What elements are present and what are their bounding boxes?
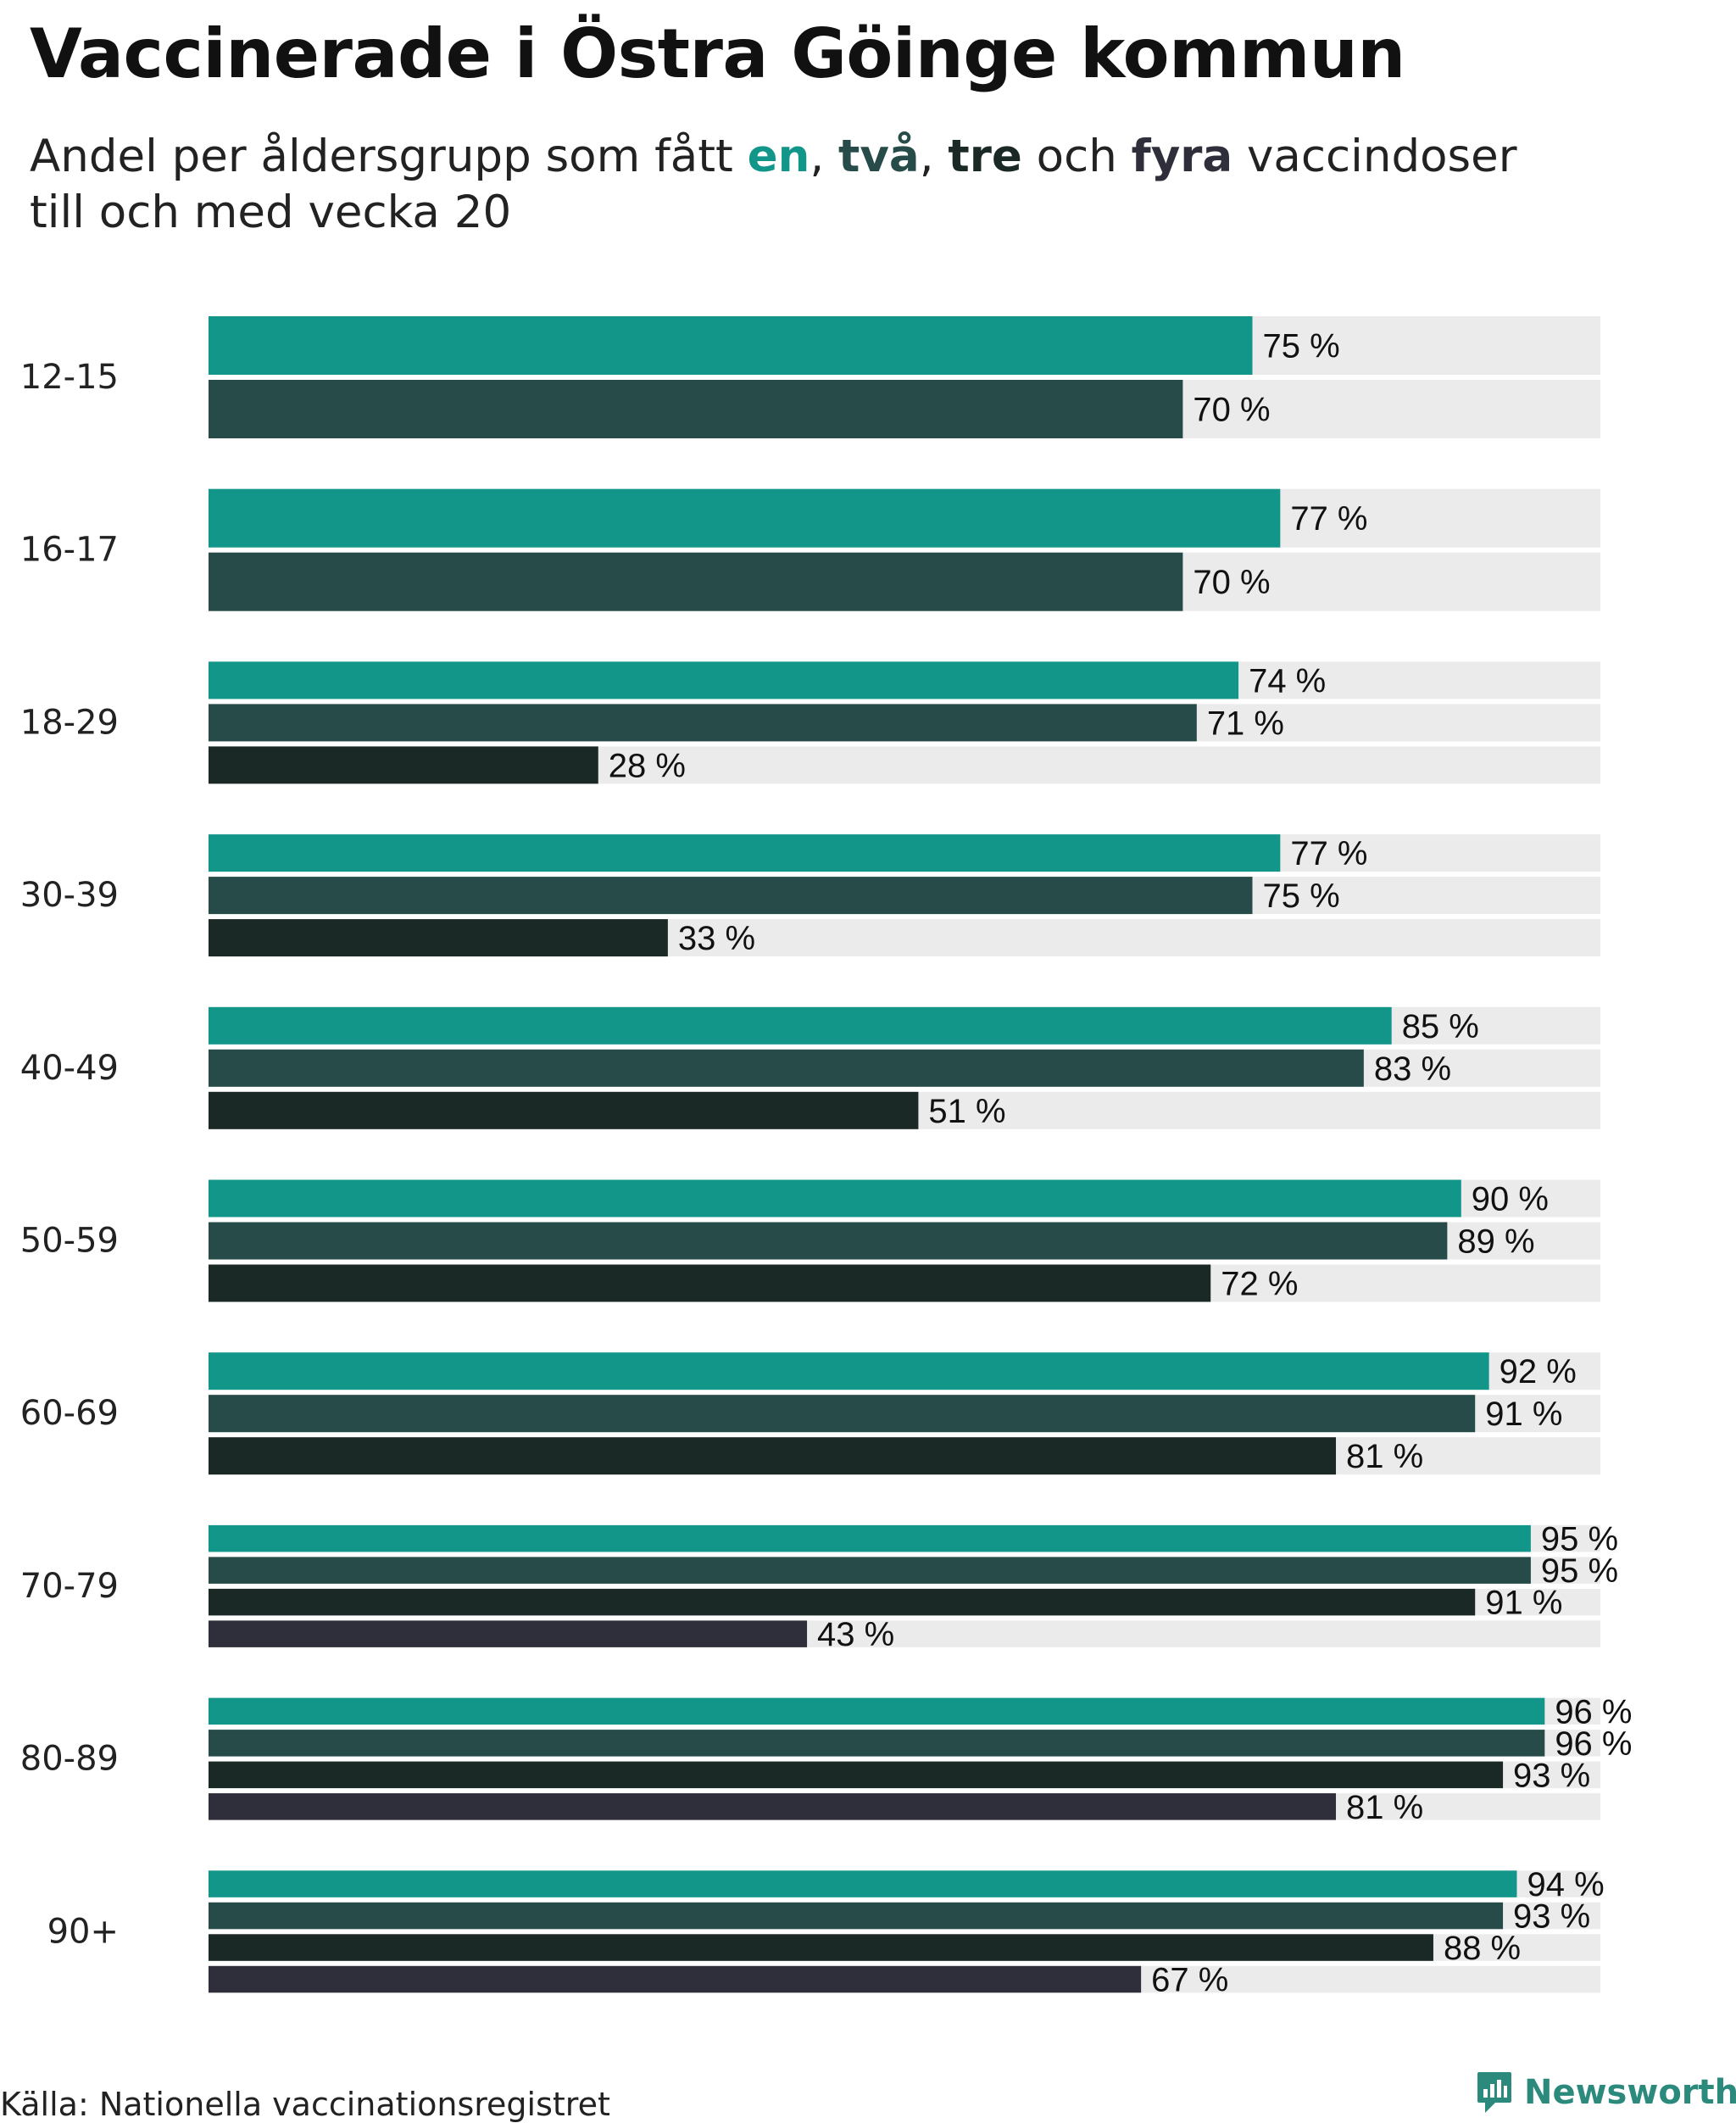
bar-en [209, 1352, 1489, 1390]
source-note: Källa: Nationella vaccinationsregistret [0, 2086, 610, 2123]
bar-en [209, 1524, 1531, 1552]
value-label: 67 % [1151, 1962, 1228, 1999]
subtitle-keyword-en: en [747, 131, 810, 182]
category-label: 70-79 [20, 1567, 119, 1606]
bar-tre [209, 1761, 1504, 1789]
subtitle-keyword-tre: tre [948, 131, 1022, 182]
subtitle-separator: , [919, 131, 949, 182]
value-label: 81 % [1346, 1789, 1423, 1826]
bar-en [209, 1006, 1392, 1045]
value-label: 90 % [1472, 1181, 1549, 1218]
bar-tre [209, 919, 668, 957]
value-label: 93 % [1513, 1898, 1590, 1936]
subtitle-separator: och [1021, 131, 1132, 182]
bar-en [209, 661, 1239, 699]
value-label: 70 % [1193, 564, 1270, 601]
value-label: 75 % [1263, 878, 1340, 915]
brand: Newsworthy [1477, 2070, 1736, 2115]
subtitle-text-line2: till och med vecka 20 [30, 187, 512, 238]
bar-chart: 12-15 75 % 70 % 16-17 77 % 70 % 18-29 74 % 71 % 2… [20, 316, 1632, 1999]
bar-fyra [209, 1793, 1337, 1820]
value-label: 92 % [1500, 1353, 1577, 1390]
brand-name: Newsworthy [1524, 2073, 1736, 2112]
bar-två [209, 877, 1253, 915]
subtitle-keyword-tva: två [838, 131, 920, 182]
value-label: 95 % [1541, 1552, 1618, 1590]
value-label: 77 % [1290, 500, 1367, 538]
value-label: 75 % [1263, 328, 1340, 365]
category-label: 90+ [47, 1912, 119, 1951]
value-label: 71 % [1207, 705, 1284, 742]
bar-två [209, 1730, 1545, 1757]
chart-title: Vaccinerade i Östra Göinge kommun [30, 14, 1405, 93]
bar-två [209, 1902, 1504, 1930]
chart-subtitle: Andel per åldersgrupp som fått en, två, … [30, 129, 1640, 241]
category-label: 18-29 [20, 703, 119, 742]
bar-en [209, 1179, 1461, 1218]
bar-en [209, 1870, 1517, 1897]
category-label: 16-17 [20, 531, 119, 570]
category-label: 60-69 [20, 1394, 119, 1433]
bar-fyra [209, 1965, 1142, 1993]
value-label: 83 % [1374, 1050, 1451, 1088]
value-label: 91 % [1485, 1585, 1562, 1622]
value-label: 94 % [1527, 1866, 1604, 1903]
category-label: 80-89 [20, 1740, 119, 1779]
value-label: 70 % [1193, 392, 1270, 429]
bar-två [209, 380, 1183, 438]
category-label: 12-15 [20, 358, 119, 397]
category-label: 30-39 [20, 876, 119, 915]
bar-två [209, 704, 1197, 742]
category-label: 40-49 [20, 1049, 119, 1088]
value-label: 43 % [817, 1616, 894, 1653]
subtitle-text: Andel per åldersgrupp som fått [30, 131, 748, 182]
bar-tre [209, 1091, 919, 1129]
bar-två [209, 1395, 1476, 1433]
value-label: 95 % [1541, 1521, 1618, 1558]
bar-en [209, 1697, 1545, 1725]
bar-tre [209, 1437, 1337, 1475]
value-label: 96 % [1555, 1693, 1632, 1730]
value-label: 89 % [1457, 1223, 1534, 1261]
bar-två [209, 552, 1183, 611]
bar-två [209, 1557, 1531, 1584]
bar-fyra [209, 1620, 808, 1647]
newsworthy-logo-icon [1477, 2072, 1511, 2113]
bar-en [209, 834, 1281, 872]
bar-tre [209, 1934, 1433, 1961]
bar-tre [209, 1588, 1476, 1616]
value-label: 91 % [1485, 1396, 1562, 1433]
bar-två [209, 1222, 1448, 1260]
bar-tre [209, 1264, 1211, 1302]
bar-en [209, 316, 1253, 375]
value-label: 51 % [928, 1093, 1005, 1130]
subtitle-keyword-fyra: fyra [1131, 131, 1233, 182]
value-label: 33 % [678, 920, 755, 957]
bar-en [209, 488, 1281, 548]
value-label: 88 % [1444, 1930, 1521, 1967]
value-label: 85 % [1402, 1008, 1479, 1045]
value-label: 96 % [1555, 1725, 1632, 1763]
bar-två [209, 1049, 1364, 1087]
subtitle-separator: , [810, 131, 839, 182]
subtitle-text: vaccindoser [1232, 131, 1517, 182]
value-label: 74 % [1249, 662, 1326, 699]
value-label: 77 % [1290, 835, 1367, 872]
value-label: 72 % [1221, 1266, 1298, 1303]
bar-tre [209, 746, 598, 784]
category-label: 50-59 [20, 1222, 119, 1261]
value-label: 93 % [1513, 1757, 1590, 1794]
value-label: 28 % [609, 747, 686, 784]
value-label: 81 % [1346, 1438, 1423, 1475]
